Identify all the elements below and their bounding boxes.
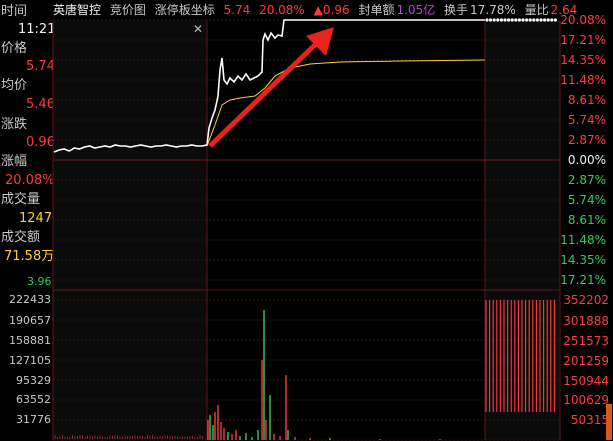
avg-label: 均价 [1,78,27,93]
avg-value: 5.46 [26,97,55,112]
pct-tick-zero: 0.00% [568,154,606,167]
annotation-arrow-shaft [210,38,322,146]
vol-tick-right: 251573 [563,335,609,348]
session-bg [207,20,485,440]
header-pct: 20.08% [259,3,305,17]
header-price: 5.74 [224,3,251,17]
tab-auction-chart[interactable]: 竞价图 [110,3,146,17]
price-line [54,20,485,152]
pct-tick-up: 20.08% [560,14,606,27]
vol-tick-left: 63552 [16,394,51,406]
chart-grid [53,20,560,440]
vol-tick-right: 352202 [563,294,609,307]
turnover-value: 17.78% [470,3,516,17]
vol-tick-right: 150944 [563,375,609,388]
ratio-label: 量比 [525,3,549,17]
pct-tick-up: 5.74% [568,114,606,127]
change-value: 0.96 [26,135,55,150]
pct-tick-up: 2.87% [568,134,606,147]
vol-tick-right: 201259 [563,355,609,368]
time-label: 时间 [1,4,27,19]
vol-tick-left: 190657 [9,315,51,327]
amount-value: 71.58万 [4,249,54,264]
chart-bg [53,20,560,440]
bottom-price-value: 3.96 [27,274,52,289]
seal-value: 1.05亿 [396,3,435,17]
pct-tick-up: 17.21% [560,34,606,47]
vol-label: 成交量 [1,192,40,207]
vol-value: 1247 [19,211,52,226]
tab-limit-up-scale[interactable]: 涨停板坐标 [155,3,215,17]
price-lines [54,20,485,152]
pct-label: 涨幅 [1,154,27,169]
vol-tick-left: 95329 [16,375,51,387]
info-panel: 时间 11:21 价格 5.74 均价 5.46 涨跌 0.96 涨幅 20.0… [0,0,53,441]
average-price-line [207,60,485,146]
close-icon[interactable]: ✕ [193,22,203,36]
pct-tick-down: 5.74% [568,194,606,207]
vol-tick-left: 127105 [9,355,51,367]
pct-tick-up: 11.48% [560,74,606,87]
price-value: 5.74 [26,59,55,74]
pct-tick-down: 17.21% [560,274,606,287]
vol-tick-right: 50315 [571,414,609,427]
vol-tick-left: 158881 [9,335,51,347]
annotation-arrow-head [306,27,334,56]
time-value: 11:21 [18,22,55,37]
price-label: 价格 [1,41,27,56]
stock-name[interactable]: 英唐智控 [53,3,101,17]
vol-tick-left: 31776 [16,414,51,426]
pct-tick-down: 11.48% [560,234,606,247]
pct-tick-down: 14.35% [560,254,606,267]
amount-label: 成交额 [1,230,40,245]
pct-value: 20.08% [5,173,55,188]
seal-label: 封单额 [358,3,394,17]
chart-decor [210,18,612,440]
header-change: ▲0.96 [314,3,350,17]
vol-tick-right: 301888 [563,315,609,328]
pct-tick-down: 2.87% [568,174,606,187]
change-label: 涨跌 [1,117,27,132]
volume-bars [55,300,554,440]
vol-tick-left: 222433 [9,294,51,306]
pct-tick-down: 8.61% [568,214,606,227]
turnover-label: 换手 [444,3,468,17]
pct-tick-up: 8.61% [568,94,606,107]
pct-tick-up: 14.35% [560,54,606,67]
vol-tick-right: 100629 [563,394,609,407]
quote-header: 英唐智控 竞价图 涨停板坐标 5.74 20.08% ▲0.96 封单额 1.05… [53,0,613,20]
